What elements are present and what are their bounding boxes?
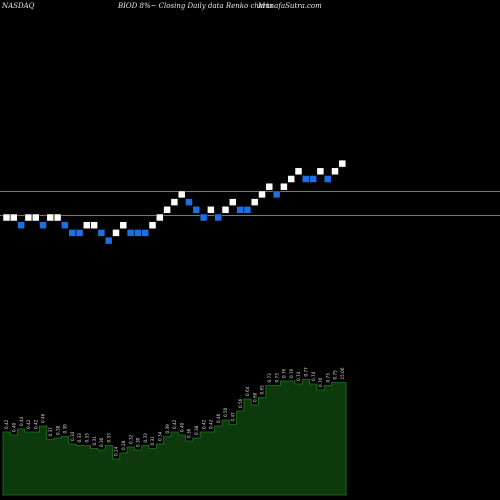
down-brick bbox=[243, 206, 252, 214]
volume-label: 0.50 bbox=[223, 407, 228, 417]
volume-label: 0.31 bbox=[92, 436, 97, 446]
down-brick bbox=[97, 229, 106, 237]
up-brick bbox=[177, 190, 186, 199]
volume-label: 0.42 bbox=[33, 419, 38, 429]
volume-label: 0.36 bbox=[187, 428, 192, 438]
up-brick bbox=[31, 213, 40, 222]
down-brick bbox=[236, 206, 244, 214]
up-brick bbox=[229, 198, 237, 206]
up-brick bbox=[53, 213, 62, 222]
volume-label: 0.24 bbox=[114, 446, 119, 456]
volume-label: 0.64 bbox=[245, 386, 250, 396]
up-brick bbox=[331, 167, 339, 176]
volume-label: 0.73 bbox=[274, 373, 279, 383]
down-brick bbox=[192, 206, 201, 214]
volume-label: 0.42 bbox=[26, 419, 31, 429]
down-brick bbox=[323, 175, 332, 183]
volume-label: 0.30 bbox=[99, 437, 104, 447]
up-brick bbox=[221, 206, 230, 214]
down-brick bbox=[17, 221, 25, 229]
up-brick bbox=[112, 229, 120, 237]
volume-label: 0.38 bbox=[55, 425, 60, 435]
volume-label: 0.33 bbox=[84, 433, 89, 443]
volume-label: 0.42 bbox=[172, 419, 177, 429]
volume-label: 0.75 bbox=[333, 370, 338, 380]
up-brick bbox=[170, 198, 179, 206]
down-brick bbox=[126, 229, 135, 237]
volume-label: 0.33 bbox=[106, 433, 111, 443]
up-brick bbox=[338, 159, 347, 168]
up-brick bbox=[119, 221, 128, 229]
down-brick bbox=[61, 221, 69, 229]
up-brick bbox=[316, 167, 325, 176]
down-brick bbox=[104, 236, 113, 245]
volume-label: 0.38 bbox=[194, 425, 199, 435]
up-brick bbox=[250, 198, 259, 206]
volume-label: 0.28 bbox=[121, 440, 126, 450]
volume-label: 0.44 bbox=[19, 416, 24, 426]
volume-label: 0.40 bbox=[179, 422, 184, 432]
volume-label: 0.76 bbox=[282, 368, 287, 378]
volume-label: 0.34 bbox=[70, 431, 75, 441]
down-brick bbox=[272, 190, 281, 199]
down-brick bbox=[185, 198, 193, 206]
volume-label: 0.42 bbox=[4, 419, 9, 429]
volume-label: 0.37 bbox=[48, 427, 53, 437]
down-brick bbox=[214, 213, 222, 222]
volume-label: 0.47 bbox=[230, 412, 235, 422]
exchange-label: NASDAQ bbox=[2, 2, 35, 10]
volume-label: 0.33 bbox=[77, 433, 82, 443]
up-brick bbox=[258, 190, 266, 199]
volume-label: 0.39 bbox=[165, 424, 170, 434]
volume-label: 0.42 bbox=[209, 419, 214, 429]
volume-label: 0.42 bbox=[201, 419, 206, 429]
up-brick bbox=[2, 213, 11, 222]
volume-label: 0.73 bbox=[267, 373, 272, 383]
up-brick bbox=[280, 182, 288, 191]
volume-label: 0.31 bbox=[150, 436, 155, 446]
down-brick bbox=[75, 229, 84, 237]
up-brick bbox=[265, 182, 274, 191]
up-brick bbox=[207, 206, 215, 214]
source-label: MunafaSutra.com bbox=[258, 2, 322, 10]
volume-label: 0.40 bbox=[11, 422, 16, 432]
down-brick bbox=[141, 229, 149, 237]
up-brick bbox=[90, 221, 98, 229]
up-brick bbox=[24, 213, 33, 222]
chart-caption: BIOD 8%~ Closing Daily data Renko charts bbox=[118, 2, 273, 10]
volume-label: 0.65 bbox=[260, 385, 265, 395]
down-brick bbox=[68, 229, 76, 237]
volume-label: 0.60 bbox=[252, 392, 257, 402]
volume-label: 0.76 bbox=[289, 368, 294, 378]
volume-area bbox=[2, 379, 347, 496]
volume-label: 0.70 bbox=[318, 377, 323, 387]
up-brick bbox=[83, 221, 91, 229]
volume-label: 15.06 bbox=[340, 367, 345, 379]
volume-label: 0.30 bbox=[136, 437, 141, 447]
volume-label: 0.56 bbox=[238, 398, 243, 408]
down-brick bbox=[309, 175, 317, 183]
up-brick bbox=[163, 206, 171, 214]
volume-label: 0.33 bbox=[143, 433, 148, 443]
volume-label: 0.77 bbox=[303, 367, 308, 377]
up-brick bbox=[294, 167, 303, 176]
volume-label: 0.39 bbox=[63, 424, 68, 434]
up-brick bbox=[46, 213, 55, 222]
volume-label: 0.34 bbox=[157, 431, 162, 441]
down-brick bbox=[199, 213, 208, 222]
up-brick bbox=[156, 213, 164, 222]
up-brick bbox=[148, 221, 157, 229]
volume-label: 0.46 bbox=[216, 413, 221, 423]
down-brick bbox=[134, 229, 142, 237]
down-brick bbox=[302, 175, 310, 183]
volume-label: 0.32 bbox=[128, 434, 133, 444]
up-brick bbox=[287, 175, 295, 183]
volume-label: 0.74 bbox=[311, 371, 316, 381]
volume-label: 0.46 bbox=[41, 413, 46, 423]
up-brick bbox=[10, 213, 18, 222]
down-brick bbox=[39, 221, 47, 229]
volume-label: 0.74 bbox=[296, 371, 301, 381]
volume-label: 0.73 bbox=[325, 373, 330, 383]
